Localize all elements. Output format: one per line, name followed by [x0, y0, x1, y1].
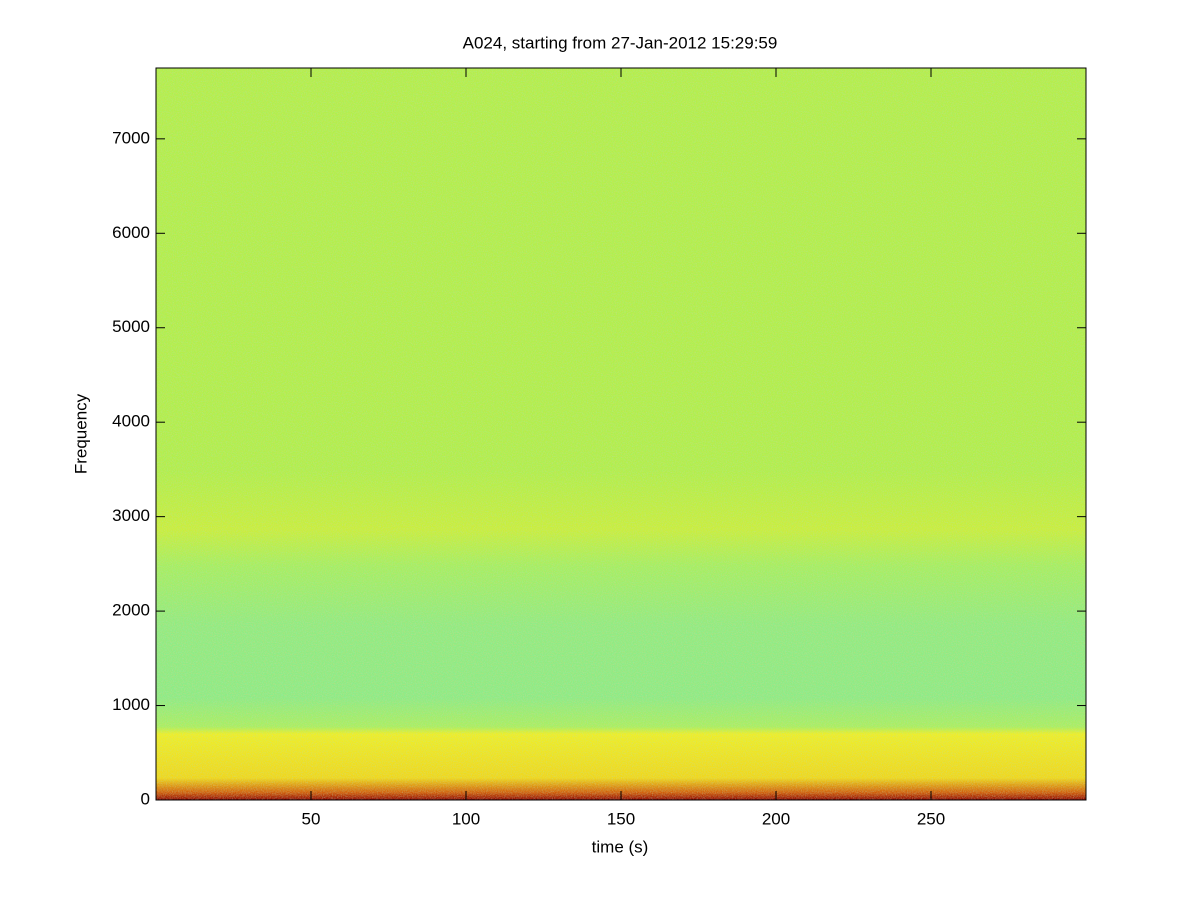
spectrogram-texture	[156, 68, 1086, 800]
x-tick-label: 200	[762, 809, 790, 828]
y-tick-label: 7000	[112, 128, 150, 147]
chart-title: A024, starting from 27-Jan-2012 15:29:59	[463, 33, 778, 52]
y-tick-label: 6000	[112, 223, 150, 242]
y-tick-label: 3000	[112, 506, 150, 525]
y-tick-label: 5000	[112, 317, 150, 336]
y-tick-label: 4000	[112, 412, 150, 431]
x-tick-label: 250	[917, 809, 945, 828]
x-tick-label: 150	[607, 809, 635, 828]
y-axis-label: Frequency	[71, 393, 90, 474]
x-tick-label: 100	[452, 809, 480, 828]
y-tick-label: 2000	[112, 601, 150, 620]
x-tick-label: 50	[302, 809, 321, 828]
spectrogram-image	[155, 67, 1087, 801]
x-axis-label: time (s)	[592, 837, 649, 856]
y-tick-label: 0	[141, 789, 150, 808]
y-tick-label: 1000	[112, 695, 150, 714]
